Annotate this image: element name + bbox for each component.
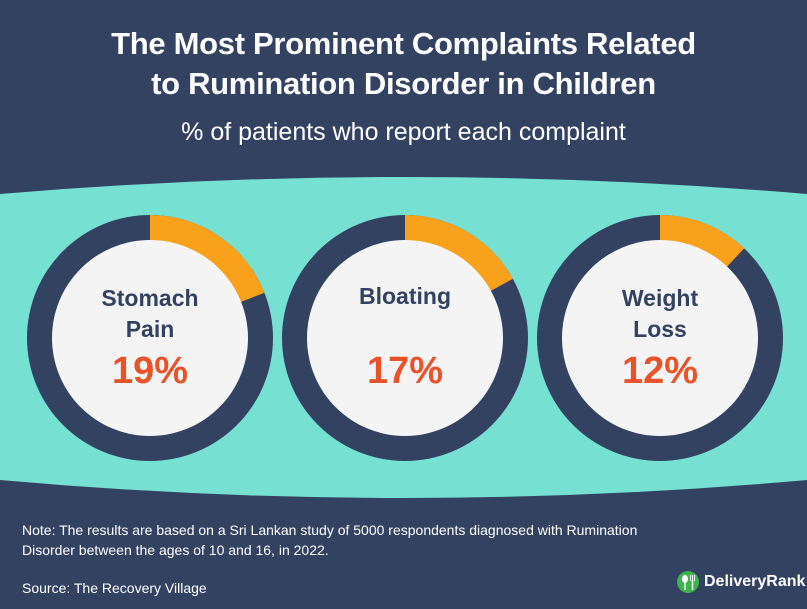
value-label-1: 17% [367,350,443,392]
category-label-2: Loss [633,316,687,342]
category-label-1: Bloating [359,283,451,309]
source-text: Source: The Recovery Village [22,580,207,596]
brand-name: DeliveryRank [704,573,806,590]
donut-center-1 [307,240,503,436]
category-label-0: Stomach [101,285,198,311]
chart-title: The Most Prominent Complaints Related to… [0,24,807,104]
fork-spoon-icon [677,571,699,593]
category-label-2: Weight [622,285,699,311]
brand-logo: DeliveryRank [676,570,805,594]
category-label-0: Pain [126,316,175,342]
title-line-1: The Most Prominent Complaints Related [111,26,696,61]
title-line-2: to Rumination Disorder in Children [151,66,656,101]
value-label-2: 12% [622,350,698,392]
footnote: Note: The results are based on a Sri Lan… [22,522,638,558]
chart-subtitle: % of patients who report each complaint [181,118,626,146]
donut-center-2 [562,240,758,436]
donut-center-0 [52,240,248,436]
value-label-0: 19% [112,350,188,392]
